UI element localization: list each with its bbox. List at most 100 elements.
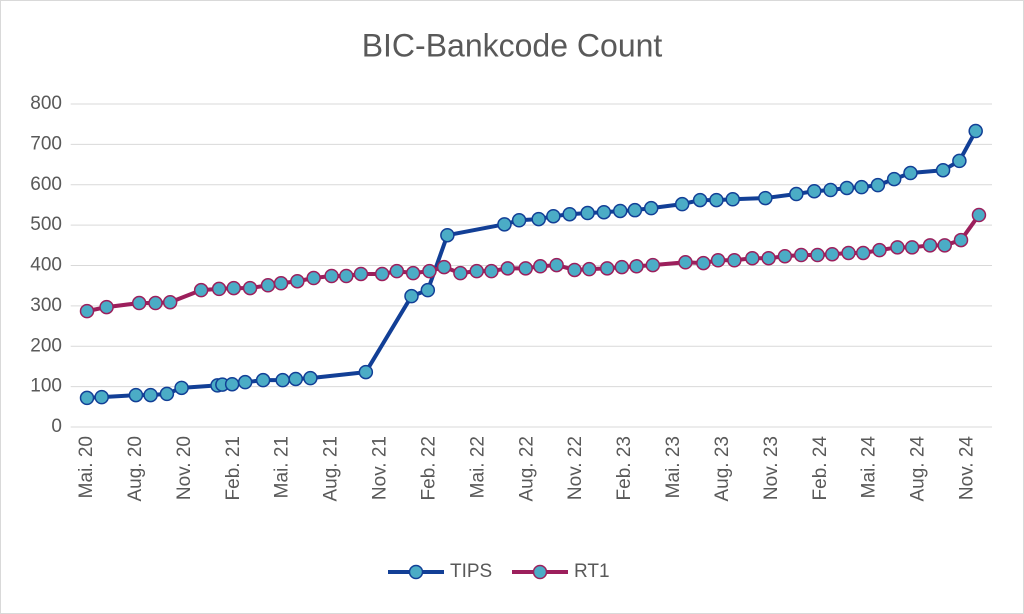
data-point bbox=[935, 162, 951, 178]
y-tick-label: 200 bbox=[30, 335, 62, 356]
data-point bbox=[725, 192, 740, 207]
data-point bbox=[159, 386, 175, 402]
x-tick-label: Mai. 22 bbox=[467, 436, 488, 498]
data-point bbox=[789, 186, 804, 202]
data-point bbox=[143, 387, 158, 403]
data-point bbox=[500, 261, 515, 276]
data-point bbox=[339, 268, 354, 284]
data-point bbox=[128, 387, 144, 403]
data-point bbox=[696, 255, 711, 271]
x-tick-label: Mai. 23 bbox=[663, 436, 684, 498]
data-point bbox=[922, 238, 938, 253]
data-point bbox=[823, 182, 838, 198]
data-point bbox=[518, 261, 533, 276]
data-point bbox=[193, 282, 209, 298]
y-tick-label: 700 bbox=[30, 133, 62, 154]
data-point bbox=[854, 179, 869, 195]
data-point bbox=[79, 390, 95, 406]
data-point bbox=[273, 276, 289, 291]
data-point bbox=[389, 263, 405, 279]
data-point bbox=[324, 268, 339, 284]
data-point bbox=[306, 270, 321, 286]
data-point bbox=[727, 253, 742, 268]
x-tick-label: Aug. 22 bbox=[516, 436, 537, 502]
data-point bbox=[562, 206, 577, 222]
x-tick-label: Feb. 22 bbox=[418, 436, 439, 500]
data-point bbox=[612, 203, 628, 219]
data-point bbox=[953, 232, 969, 248]
data-point bbox=[807, 183, 822, 199]
data-point bbox=[440, 227, 455, 243]
data-point bbox=[629, 259, 644, 274]
y-tick-label: 100 bbox=[30, 376, 62, 397]
x-tick-label: Nov. 22 bbox=[565, 436, 586, 500]
data-point bbox=[484, 263, 499, 279]
x-tick-label: Aug. 23 bbox=[712, 436, 733, 502]
data-point bbox=[79, 303, 95, 319]
data-point bbox=[531, 211, 546, 227]
data-point bbox=[290, 273, 305, 289]
legend-label: RT1 bbox=[574, 561, 610, 582]
data-point bbox=[870, 177, 886, 193]
x-tick-label: Aug. 21 bbox=[321, 436, 342, 502]
data-point bbox=[549, 257, 564, 273]
data-point bbox=[420, 282, 436, 298]
data-point bbox=[436, 259, 452, 275]
data-point bbox=[224, 376, 240, 392]
data-point bbox=[288, 371, 303, 387]
data-point bbox=[692, 192, 708, 208]
data-point bbox=[674, 196, 690, 212]
data-point bbox=[952, 153, 967, 169]
data-point bbox=[627, 202, 643, 218]
x-tick-label: Mai. 20 bbox=[76, 436, 97, 498]
data-point bbox=[303, 370, 318, 386]
data-point bbox=[710, 253, 726, 268]
x-tick-label: Mai. 24 bbox=[859, 436, 880, 499]
data-point bbox=[255, 372, 271, 388]
data-point bbox=[709, 192, 724, 208]
data-point bbox=[405, 265, 421, 281]
data-point bbox=[211, 281, 227, 297]
x-tick-label: Feb. 21 bbox=[223, 436, 244, 500]
data-point bbox=[761, 250, 776, 266]
data-point bbox=[511, 213, 527, 228]
data-point bbox=[793, 247, 809, 263]
data-point bbox=[404, 288, 419, 304]
data-point bbox=[374, 266, 390, 282]
data-point bbox=[422, 263, 437, 279]
y-tick-label: 500 bbox=[30, 214, 62, 235]
x-tick-label: Feb. 23 bbox=[614, 436, 635, 500]
data-point bbox=[839, 180, 855, 196]
x-tick-label: Mai. 21 bbox=[272, 436, 293, 498]
data-point bbox=[358, 364, 374, 380]
data-point bbox=[855, 245, 871, 261]
x-tick-label: Aug. 24 bbox=[908, 436, 929, 502]
data-point bbox=[745, 250, 760, 266]
legend-marker bbox=[408, 564, 424, 580]
x-tick-label: Nov. 23 bbox=[761, 436, 782, 500]
y-tick-label: 300 bbox=[30, 295, 62, 316]
y-tick-label: 800 bbox=[30, 93, 62, 114]
data-point bbox=[453, 265, 468, 281]
data-point bbox=[886, 171, 902, 187]
data-point bbox=[968, 123, 983, 139]
data-point bbox=[148, 295, 163, 311]
data-point bbox=[824, 246, 840, 262]
data-point bbox=[242, 280, 258, 296]
legend-label: TIPS bbox=[450, 561, 492, 582]
data-point bbox=[174, 380, 189, 396]
data-point bbox=[237, 374, 253, 390]
data-point bbox=[903, 165, 918, 181]
data-point bbox=[937, 238, 952, 253]
y-tick-label: 400 bbox=[30, 255, 62, 276]
data-point bbox=[581, 261, 597, 277]
data-point bbox=[99, 299, 114, 315]
data-point bbox=[872, 242, 887, 258]
data-point bbox=[533, 259, 548, 274]
data-point bbox=[497, 217, 512, 232]
data-point bbox=[971, 207, 987, 223]
chart-title: BIC-Bankcode Count bbox=[362, 27, 663, 63]
y-tick-label: 0 bbox=[51, 416, 62, 437]
data-point bbox=[904, 240, 920, 255]
